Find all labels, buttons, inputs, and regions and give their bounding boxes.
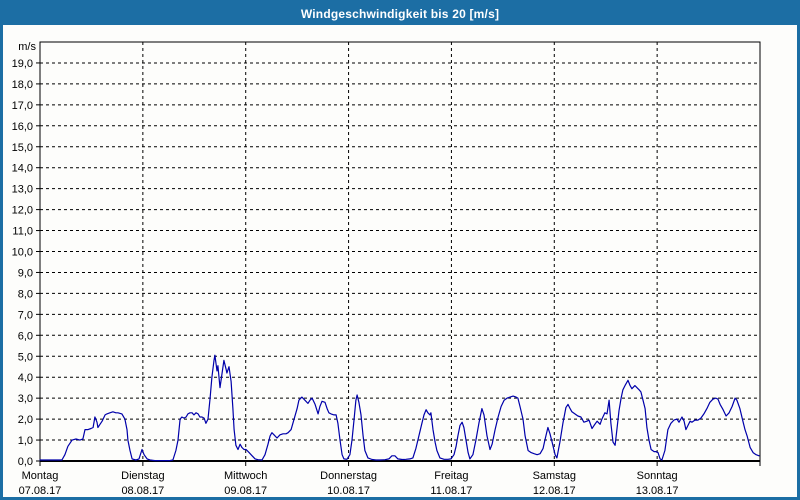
y-axis-labels: 0,0 1,0 2,0 3,0 4,0 5,0 6,0 7,0 8,0 9,0 10,0 11,0 12…: [12, 41, 40, 468]
y-tick-label: 9,0: [18, 267, 33, 279]
day-name-label: Samstag: [533, 470, 576, 482]
day-name-label: Mittwoch: [224, 470, 267, 482]
chart-area: 0,0 1,0 2,0 3,0 4,0 5,0 6,0 7,0 8,0 9,0 10,0 11,0 12…: [3, 25, 797, 497]
y-tick-label: 19,0: [12, 58, 33, 70]
y-tick-label: 7,0: [18, 309, 33, 321]
y-tick-label: 18,0: [12, 79, 33, 91]
y-tick-label: 13,0: [12, 184, 33, 196]
day-date-label: 12.08.17: [533, 485, 576, 497]
day-date-label: 13.08.17: [636, 485, 679, 497]
chart-title-bar: Windgeschwindigkeit bis 20 [m/s]: [3, 3, 797, 25]
y-tick-label: 1,0: [18, 435, 33, 447]
day-name-label: Dienstag: [121, 470, 164, 482]
wind-speed-chart: 0,0 1,0 2,0 3,0 4,0 5,0 6,0 7,0 8,0 9,0 10,0 11,0 12…: [12, 41, 761, 497]
day-date-label: 11.08.17: [430, 485, 472, 497]
y-tick-label: 0,0: [18, 456, 33, 468]
y-tick-label: 4,0: [18, 372, 33, 384]
y-tick-label: 6,0: [18, 330, 33, 342]
day-date-label: 10.08.17: [327, 485, 370, 497]
horizontal-gridlines: [40, 62, 760, 441]
y-tick-label: 3,0: [18, 393, 33, 405]
y-tick-label: 14,0: [12, 163, 33, 175]
y-tick-label: 15,0: [12, 142, 33, 154]
day-date-label: 07.08.17: [19, 485, 62, 497]
y-tick-label: 10,0: [12, 247, 33, 259]
x-axis-labels: Montag 07.08.17 Dienstag 08.08.17 Mittwoch 09…: [19, 461, 761, 497]
y-tick-label: 11,0: [12, 226, 33, 238]
vertical-gridlines: [142, 42, 658, 461]
day-name-label: Freitag: [434, 470, 468, 482]
y-tick-label: 2,0: [18, 414, 33, 426]
day-name-label: Sonntag: [637, 470, 678, 482]
y-tick-label: 5,0: [18, 351, 33, 363]
y-tick-label: 8,0: [18, 288, 33, 300]
chart-title: Windgeschwindigkeit bis 20 [m/s]: [300, 7, 500, 21]
y-tick-label: 16,0: [12, 121, 33, 133]
day-name-label: Montag: [22, 470, 59, 482]
y-tick-label: 12,0: [12, 205, 33, 217]
y-axis-unit-label: m/s: [18, 41, 36, 53]
day-date-label: 08.08.17: [121, 485, 164, 497]
day-date-label: 09.08.17: [224, 485, 267, 497]
day-name-label: Donnerstag: [320, 470, 377, 482]
y-tick-label: 17,0: [12, 100, 33, 112]
wind-speed-line: [39, 354, 760, 462]
